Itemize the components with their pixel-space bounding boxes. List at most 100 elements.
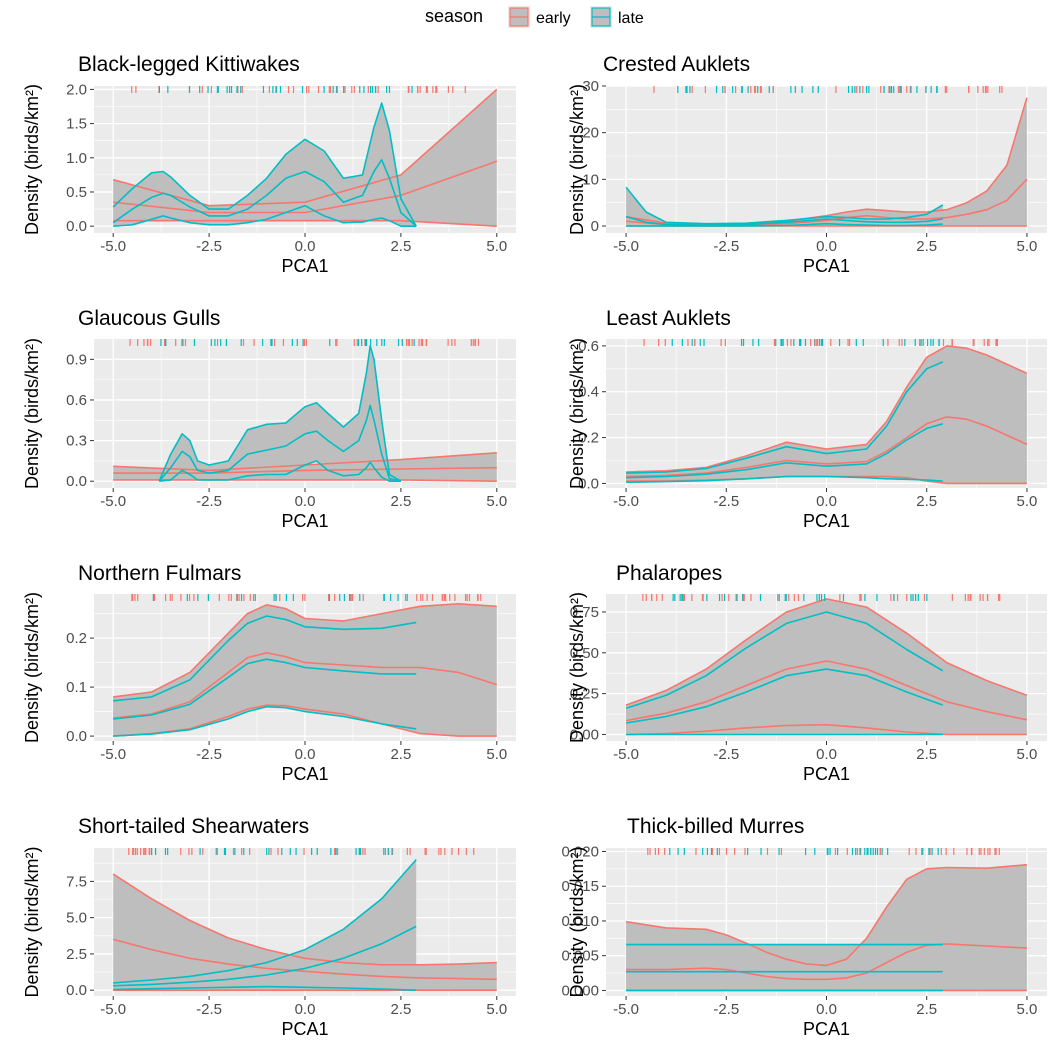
- x-tick-label: 5.0: [1017, 1001, 1038, 1018]
- x-tick-label: -5.0: [100, 1001, 126, 1018]
- x-tick-label: -2.5: [713, 493, 739, 510]
- x-tick-label: 5.0: [1017, 238, 1038, 255]
- legend: season early late: [425, 6, 644, 28]
- panel-short-tailed-shearwaters: Short-tailed Shearwaters -5.0 -2.5 0.0 2.5 5.…: [22, 815, 516, 1039]
- panel-thick-billed-murres: Thick-billed Murres -5.0 -2.5 0.0 2.5 5.0 0.00…: [561, 815, 1047, 1039]
- x-tick-label: -5.0: [100, 493, 126, 510]
- x-tick-label: 5.0: [1017, 746, 1038, 763]
- x-tick-label: 5.0: [486, 746, 507, 763]
- x-tick-label: 2.5: [390, 493, 411, 510]
- y-tick-label: 0.75: [570, 604, 599, 621]
- line-late-mid: [626, 423, 944, 479]
- x-tick-label: 2.5: [390, 1001, 411, 1018]
- line-late-upper: [625, 611, 944, 710]
- y-tick-label: 0.0: [578, 475, 599, 492]
- y-tick-label: 0.25: [570, 686, 599, 703]
- x-tick-label: -2.5: [196, 746, 222, 763]
- x-tick-label: 5.0: [486, 238, 507, 255]
- y-tick-label: 0.4: [578, 384, 599, 401]
- line-late-mid: [625, 215, 943, 226]
- panel-data: [625, 598, 1028, 736]
- y-axis-label: Density (birds/km²): [567, 84, 587, 235]
- rug-marks: [642, 594, 1001, 601]
- y-axis-label: Density (birds/km²): [22, 592, 42, 743]
- rug-marks: [128, 848, 475, 855]
- facet-panels: Black-legged Kittiwakes -5.0 -2.5 0.0 2.5 5.0…: [22, 53, 1047, 1039]
- x-tick-label: 0.0: [816, 1001, 837, 1018]
- ribbon-late: [113, 616, 417, 737]
- line-late-upper: [112, 102, 417, 227]
- panel-data: [112, 88, 498, 227]
- ribbon-early: [113, 89, 497, 227]
- line-early-upper: [113, 603, 497, 698]
- x-axis-label: PCA1: [281, 256, 328, 276]
- y-tick-label: 0.0: [66, 218, 87, 235]
- panel-least-auklets: Least Auklets -5.0 -2.5 0.0 2.5 5.0 0.0 0.2 0.4 0…: [567, 307, 1047, 531]
- line-early-lower: [113, 704, 497, 737]
- panel-data: [625, 97, 1028, 227]
- panel-title: Northern Fulmars: [78, 562, 241, 585]
- x-tick-label: 2.5: [916, 493, 937, 510]
- legend-title: season: [425, 6, 483, 26]
- rug-marks: [653, 86, 1003, 93]
- x-axis-label: PCA1: [803, 764, 850, 784]
- ribbon-early: [626, 97, 1027, 226]
- line-late-upper: [113, 615, 417, 702]
- line-early-mid: [626, 416, 1028, 478]
- x-tick-label: -5.0: [100, 238, 126, 255]
- y-tick-label: 0.6: [66, 392, 87, 409]
- line-late-upper: [625, 186, 944, 225]
- line-late-mid: [625, 668, 944, 724]
- x-tick-label: 5.0: [486, 493, 507, 510]
- line-late-mid: [113, 925, 417, 987]
- y-axis-label: Density (birds/km²): [22, 338, 42, 489]
- line-early-mid: [112, 938, 497, 981]
- panel-title: Short-tailed Shearwaters: [78, 815, 309, 838]
- y-tick-label: 0.000: [561, 982, 599, 999]
- x-tick-label: -5.0: [100, 746, 126, 763]
- y-tick-label: 0.2: [578, 430, 599, 447]
- y-axis-label: Density (birds/km²): [22, 84, 42, 235]
- y-tick-label: 1.0: [66, 150, 87, 167]
- line-early-upper: [626, 345, 1028, 473]
- line-late-upper: [626, 361, 944, 474]
- ribbon-late: [626, 361, 943, 483]
- y-tick-label: 0.3: [66, 433, 87, 450]
- panel-data: [626, 345, 1028, 485]
- x-tick-label: -5.0: [613, 1001, 639, 1018]
- panel-title: Phalaropes: [616, 562, 722, 585]
- y-tick-label: 0.5: [66, 184, 87, 201]
- panel-data: [113, 345, 497, 482]
- y-tick-label: 0.50: [570, 645, 599, 662]
- y-tick-label: 0.020: [561, 843, 599, 860]
- y-tick-label: 0.0: [66, 728, 87, 745]
- ribbon-late: [626, 944, 943, 991]
- ribbon-late: [113, 859, 417, 991]
- y-tick-label: 7.5: [66, 873, 87, 890]
- x-axis-label: PCA1: [281, 764, 328, 784]
- x-axis-label: PCA1: [803, 511, 850, 531]
- panel-crested-auklets: Crested Auklets -5.0 -2.5 0.0 2.5 5.0 0 10 20 30 P…: [567, 53, 1047, 276]
- y-tick-label: 0.010: [561, 913, 599, 930]
- x-tick-label: 0.0: [816, 238, 837, 255]
- x-tick-label: -2.5: [713, 746, 739, 763]
- y-axis-label: Density (birds/km²): [567, 846, 587, 997]
- line-late-lower: [159, 460, 401, 482]
- y-tick-label: 0.9: [66, 351, 87, 368]
- y-axis-label: Density (birds/km²): [567, 338, 587, 489]
- x-axis-label: PCA1: [803, 1019, 850, 1039]
- y-tick-label: 0.2: [66, 630, 87, 647]
- ribbon-late: [159, 345, 401, 482]
- line-early-upper: [625, 863, 1027, 967]
- x-tick-label: 0.0: [295, 1001, 316, 1018]
- panel-title: Least Auklets: [606, 307, 731, 330]
- line-early-mid: [113, 160, 498, 214]
- y-axis-label: Density (birds/km²): [567, 592, 587, 743]
- y-tick-label: 0.1: [66, 679, 87, 696]
- x-tick-label: -2.5: [713, 1001, 739, 1018]
- y-tick-label: 0.005: [561, 948, 599, 965]
- y-axis-label: Density (birds/km²): [22, 846, 42, 997]
- x-tick-label: -2.5: [196, 1001, 222, 1018]
- legend-key-late: [590, 6, 612, 28]
